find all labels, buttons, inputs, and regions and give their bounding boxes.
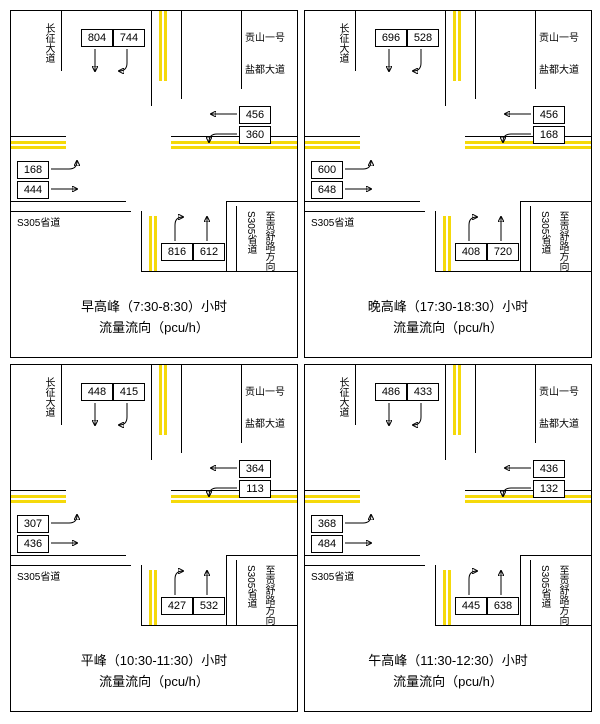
panel-caption: 早高峰（7:30-8:30）小时 流量流向（pcu/h） [11, 291, 297, 339]
caption-line-1: 平峰（10:30-11:30）小时 [11, 651, 297, 672]
caption-line-2: 流量流向（pcu/h） [305, 672, 591, 693]
label-ne-bot: 盐都大道 [539, 415, 579, 430]
label-se-a: S305省道 [537, 565, 552, 608]
label-se-b: 至贡舒路方向 [261, 565, 276, 625]
west-val-1: 307 [17, 515, 49, 533]
south-val-1: 816 [161, 243, 193, 261]
label-ne-bot: 盐都大道 [539, 61, 579, 76]
caption-line-2: 流量流向（pcu/h） [305, 318, 591, 339]
label-ne-top: 贡山一号 [245, 383, 285, 398]
west-val-1: 600 [311, 161, 343, 179]
label-se-b: 至贡舒路方向 [261, 211, 276, 271]
north-val-1: 804 [81, 29, 113, 47]
intersection-diagram: 696 528 456 168 600 648 408 720 长征大道 S30… [305, 11, 591, 291]
intersection-diagram: 804 744 456 360 168 444 816 612 长征大道 S30… [11, 11, 297, 291]
label-sw: S305省道 [17, 214, 60, 229]
panel-grid: 804 744 456 360 168 444 816 612 长征大道 S30… [10, 10, 590, 712]
west-val-1: 168 [17, 161, 49, 179]
caption-line-2: 流量流向（pcu/h） [11, 318, 297, 339]
north-val-2: 528 [407, 29, 439, 47]
south-val-2: 612 [193, 243, 225, 261]
west-val-2: 444 [17, 181, 49, 199]
north-val-2: 744 [113, 29, 145, 47]
north-val-2: 415 [113, 383, 145, 401]
east-val-2: 360 [239, 126, 271, 144]
label-sw: S305省道 [17, 568, 60, 583]
east-val-1: 456 [239, 106, 271, 124]
label-se-b: 至贡舒路方向 [555, 211, 570, 271]
label-sw: S305省道 [311, 568, 354, 583]
caption-line-1: 晚高峰（17:30-18:30）小时 [305, 297, 591, 318]
north-val-1: 486 [375, 383, 407, 401]
east-val-1: 364 [239, 460, 271, 478]
east-val-2: 168 [533, 126, 565, 144]
south-val-1: 445 [455, 597, 487, 615]
west-val-2: 484 [311, 535, 343, 553]
traffic-panel: 804 744 456 360 168 444 816 612 长征大道 S30… [10, 10, 298, 358]
east-val-1: 456 [533, 106, 565, 124]
label-se-b: 至贡舒路方向 [555, 565, 570, 625]
label-se-a: S305省道 [243, 565, 258, 608]
west-val-2: 436 [17, 535, 49, 553]
caption-line-1: 早高峰（7:30-8:30）小时 [11, 297, 297, 318]
east-val-2: 132 [533, 480, 565, 498]
caption-line-1: 午高峰（11:30-12:30）小时 [305, 651, 591, 672]
label-nw: 长征大道 [335, 377, 350, 417]
panel-caption: 晚高峰（17:30-18:30）小时 流量流向（pcu/h） [305, 291, 591, 339]
south-val-1: 427 [161, 597, 193, 615]
label-ne-bot: 盐都大道 [245, 61, 285, 76]
east-val-1: 436 [533, 460, 565, 478]
west-val-2: 648 [311, 181, 343, 199]
label-se-a: S305省道 [243, 211, 258, 254]
label-ne-top: 贡山一号 [539, 29, 579, 44]
north-val-1: 696 [375, 29, 407, 47]
intersection-diagram: 448 415 364 113 307 436 427 532 长征大道 S30… [11, 365, 297, 645]
label-ne-top: 贡山一号 [539, 383, 579, 398]
label-sw: S305省道 [311, 214, 354, 229]
traffic-panel: 448 415 364 113 307 436 427 532 长征大道 S30… [10, 364, 298, 712]
north-val-1: 448 [81, 383, 113, 401]
label-nw: 长征大道 [335, 23, 350, 63]
label-se-a: S305省道 [537, 211, 552, 254]
north-val-2: 433 [407, 383, 439, 401]
label-nw: 长征大道 [41, 377, 56, 417]
label-ne-bot: 盐都大道 [245, 415, 285, 430]
panel-caption: 午高峰（11:30-12:30）小时 流量流向（pcu/h） [305, 645, 591, 693]
panel-caption: 平峰（10:30-11:30）小时 流量流向（pcu/h） [11, 645, 297, 693]
traffic-panel: 696 528 456 168 600 648 408 720 长征大道 S30… [304, 10, 592, 358]
caption-line-2: 流量流向（pcu/h） [11, 672, 297, 693]
intersection-diagram: 486 433 436 132 368 484 445 638 长征大道 S30… [305, 365, 591, 645]
south-val-2: 532 [193, 597, 225, 615]
south-val-2: 720 [487, 243, 519, 261]
south-val-2: 638 [487, 597, 519, 615]
east-val-2: 113 [239, 480, 271, 498]
label-ne-top: 贡山一号 [245, 29, 285, 44]
traffic-panel: 486 433 436 132 368 484 445 638 长征大道 S30… [304, 364, 592, 712]
west-val-1: 368 [311, 515, 343, 533]
south-val-1: 408 [455, 243, 487, 261]
label-nw: 长征大道 [41, 23, 56, 63]
